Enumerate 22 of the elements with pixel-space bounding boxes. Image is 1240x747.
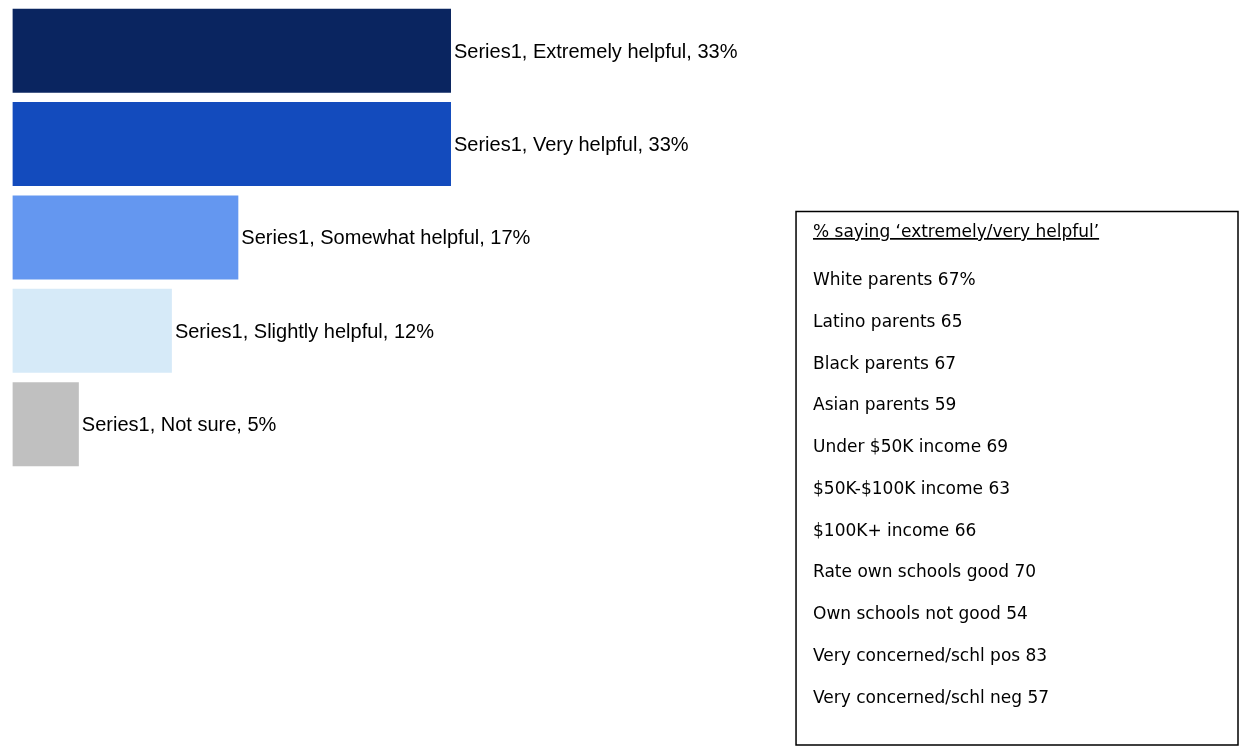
text: Black parents 67 [813, 353, 957, 373]
text: Under $50K income 69 [813, 436, 1009, 456]
text: $100K+ income 66 [813, 520, 977, 540]
bar [12, 195, 239, 280]
text: Own schools not good 54 [813, 603, 1028, 623]
data-label: Series1, Somewhat helpful, 17% [241, 226, 531, 249]
text: Very concerned/schl pos 83 [813, 645, 1048, 665]
text: White parents 67% [813, 269, 976, 289]
data-label: Series1, Not sure, 5% [81, 413, 277, 436]
bar [12, 382, 79, 467]
text: $50K-$100K income 63 [813, 478, 1011, 498]
text: % saying ‘extremely/very helpful’ [813, 221, 1100, 241]
text: Latino parents 65 [813, 311, 963, 331]
bar [12, 8, 451, 93]
bar [12, 288, 172, 373]
text: Asian parents 59 [813, 394, 957, 414]
bar [12, 102, 451, 187]
data-label: Series1, Extremely helpful, 33% [453, 39, 738, 62]
data-label: Series1, Very helpful, 33% [453, 133, 689, 156]
data-label: Series1, Slightly helpful, 12% [174, 319, 435, 342]
text: Rate own schools good 70 [813, 561, 1037, 581]
text: Very concerned/schl neg 57 [813, 687, 1050, 707]
